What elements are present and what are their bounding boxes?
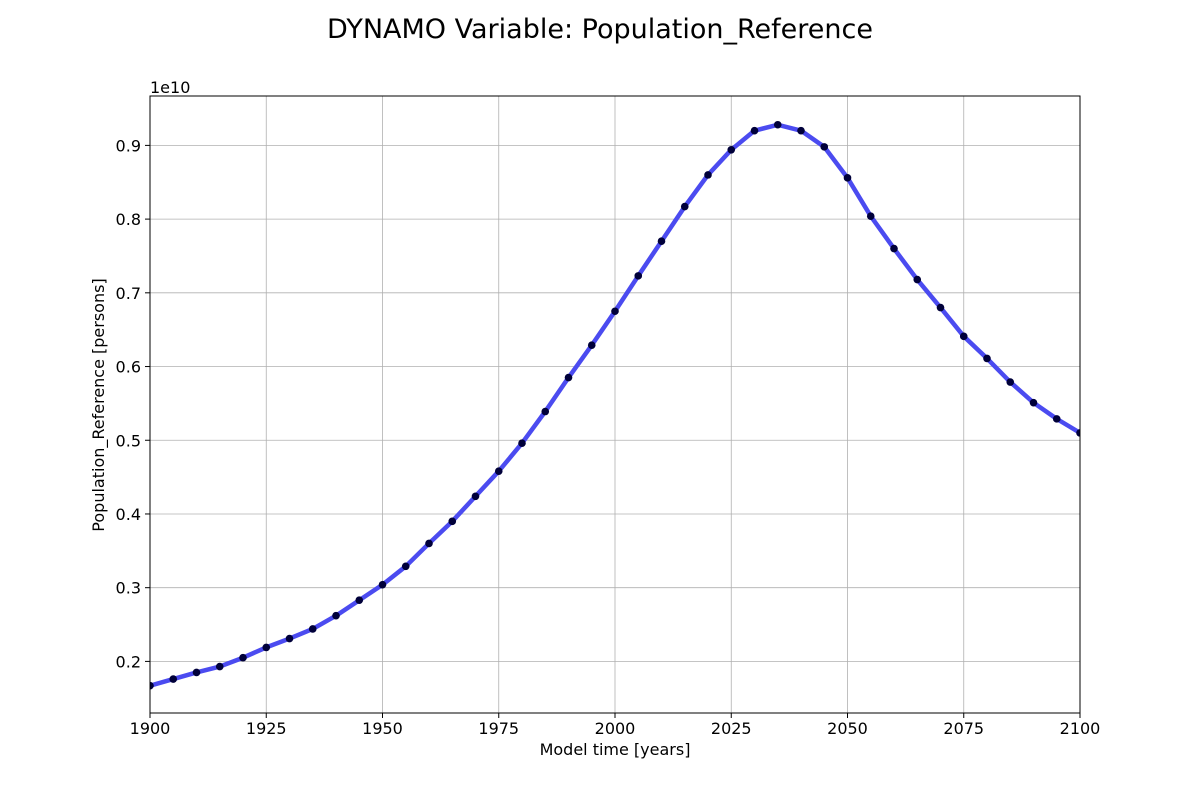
y-tick-label: 0.2: [116, 652, 141, 671]
data-point: [448, 517, 457, 526]
x-tick-label: 1925: [246, 719, 287, 738]
data-point: [1006, 378, 1015, 386]
x-tick-label: 2100: [1060, 719, 1101, 738]
data-point: [866, 212, 875, 220]
data-point: [587, 341, 596, 349]
x-tick-label: 2050: [827, 719, 868, 738]
x-tick-label: 1975: [478, 719, 519, 738]
data-point: [1029, 398, 1038, 407]
data-point: [378, 580, 387, 589]
y-axis-label: Population_Reference [persons]: [89, 278, 109, 531]
y-tick-label: 0.5: [116, 431, 141, 450]
data-point: [634, 272, 643, 280]
y-tick-label: 0.4: [116, 505, 141, 524]
data-point: [518, 439, 526, 448]
grid: [149, 96, 1081, 713]
data-point: [727, 146, 736, 154]
data-point: [750, 126, 759, 135]
x-axis-label: Model time [years]: [540, 740, 691, 759]
y-tick-label: 0.6: [116, 358, 141, 377]
axis-ticks: 1900 1925 1950 1975 2000 2025 2050 2075 2100 0.2 0…: [116, 136, 1101, 738]
data-point: [611, 307, 619, 316]
data-point: [1052, 415, 1061, 423]
data-point: [773, 120, 782, 129]
data-point: [494, 467, 503, 476]
data-point: [843, 174, 852, 182]
series-group: [150, 120, 1080, 690]
data-point: [169, 675, 178, 683]
data-point: [959, 332, 968, 341]
chart-title: DYNAMO Variable: Population_Reference: [327, 14, 873, 45]
data-point: [239, 653, 247, 662]
data-point: [471, 492, 480, 501]
data-point: [401, 562, 410, 571]
data-point: [355, 596, 364, 605]
data-point: [332, 611, 340, 620]
data-point: [541, 407, 550, 416]
y-tick-label: 0.3: [116, 579, 141, 598]
data-point: [564, 373, 573, 382]
data-point: [1076, 429, 1080, 437]
data-point: [425, 539, 433, 548]
x-tick-label: 1950: [362, 719, 403, 738]
data-point: [913, 275, 922, 284]
x-tick-label: 2000: [595, 719, 636, 738]
y-tick-label: 0.8: [116, 210, 141, 229]
y-tick-label: 0.7: [116, 284, 141, 303]
y-tick-label: 0.9: [116, 136, 141, 155]
data-point: [285, 634, 294, 643]
data-point: [797, 126, 805, 135]
x-tick-label: 1900: [130, 719, 171, 738]
data-point: [820, 143, 829, 151]
data-point: [308, 625, 317, 633]
data-point: [936, 303, 945, 312]
data-point: [657, 237, 666, 246]
axes-frame: [149, 95, 1081, 714]
data-point: [680, 202, 689, 211]
data-point: [890, 244, 898, 253]
data-point: [150, 681, 154, 690]
data-point: [704, 171, 712, 179]
y-offset-label: 1e10: [150, 78, 190, 97]
x-tick-label: 2075: [943, 719, 984, 738]
data-point: [983, 354, 991, 363]
data-point: [215, 662, 224, 671]
x-tick-label: 2025: [711, 719, 752, 738]
data-point: [262, 643, 271, 652]
data-point: [192, 668, 201, 677]
plot-area: [150, 120, 1080, 690]
